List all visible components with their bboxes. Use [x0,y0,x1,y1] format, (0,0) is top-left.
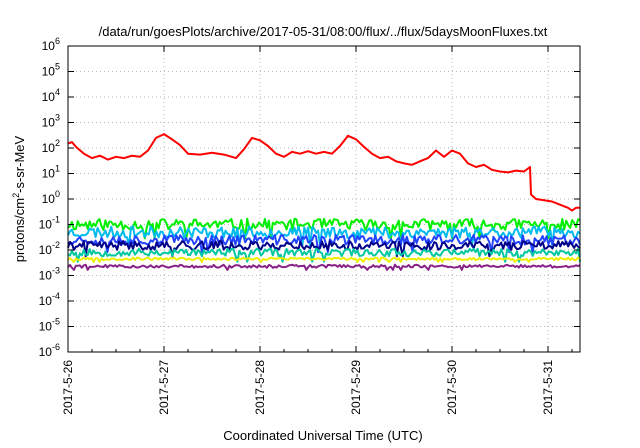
y-tick-label: 100 [42,189,60,206]
y-axis-label: protons/cm2-s-sr-MeV [11,135,27,262]
x-tick-label: 2017-5-26 [61,360,75,415]
y-tick-exp: -6 [52,342,60,352]
series-line-2 [67,217,581,240]
series-line-5 [67,240,581,258]
y-tick-exp: 1 [55,164,60,174]
y-axis-label-post: -s-sr-MeV [12,135,27,192]
y-tick-exp: -2 [52,240,60,250]
y-tick-label: 10-4 [39,291,60,308]
series-line-7 [67,256,581,263]
y-tick-base: 10 [39,345,53,359]
x-tick-label: 2017-5-30 [445,360,459,415]
y-tick-label: 101 [42,164,60,181]
x-axis-label: Coordinated Universal Time (UTC) [223,428,422,443]
y-tick-label: 106 [42,36,60,53]
y-tick-exp: 3 [55,113,60,123]
y-tick-exp: 6 [55,36,60,46]
x-axis: 2017-5-26 2017-5-27 2017-5-28 2017-5-29 2017… [61,46,573,415]
y-tick-label: 105 [42,62,60,79]
series-line-6 [67,247,581,263]
y-tick-base: 10 [39,320,53,334]
series-line-8 [67,263,581,271]
y-tick-base: 10 [39,218,53,232]
y-tick-exp: 2 [55,138,60,148]
y-tick-base: 10 [39,269,53,283]
y-tick-label: 102 [42,138,60,155]
y-axis-label-sup: 2 [11,193,21,198]
y-tick-label: 10-6 [39,342,60,359]
x-tick-label: 2017-5-27 [157,360,171,415]
y-tick-base: 10 [42,65,56,79]
y-tick-label: 10-2 [39,240,60,257]
y-tick-base: 10 [42,141,56,155]
y-tick-exp: -4 [52,291,60,301]
y-tick-base: 10 [42,90,56,104]
y-axis-label-pre: protons/cm [12,198,27,262]
y-tick-label: 104 [42,87,60,104]
y-tick-exp: 0 [55,189,60,199]
y-tick-label: 10-3 [39,266,60,283]
grid [67,46,580,352]
y-axis: 10-610-510-410-310-210-11001011021031041… [39,36,580,359]
y-tick-label: 103 [42,113,60,130]
y-tick-base: 10 [42,39,56,53]
y-tick-exp: -5 [52,317,60,327]
y-tick-base: 10 [42,116,56,130]
y-tick-base: 10 [39,294,53,308]
y-tick-exp: 4 [55,87,60,97]
y-tick-label: 10-5 [39,317,60,334]
y-tick-base: 10 [39,243,53,257]
y-tick-label: 10-1 [39,215,60,232]
y-tick-base: 10 [42,167,56,181]
x-tick-label: 2017-5-31 [541,360,555,415]
y-tick-exp: -3 [52,266,60,276]
series-line-4 [67,234,581,254]
series-line-3 [67,225,581,247]
y-tick-exp: -1 [52,215,60,225]
y-tick-exp: 5 [55,62,60,72]
chart-title: /data/run/goesPlots/archive/2017-05-31/0… [99,24,548,39]
series-layer [67,133,581,271]
x-tick-label: 2017-5-29 [349,360,363,415]
series-line-1 [67,133,580,212]
y-tick-base: 10 [42,192,56,206]
x-tick-label: 2017-5-28 [253,360,267,415]
